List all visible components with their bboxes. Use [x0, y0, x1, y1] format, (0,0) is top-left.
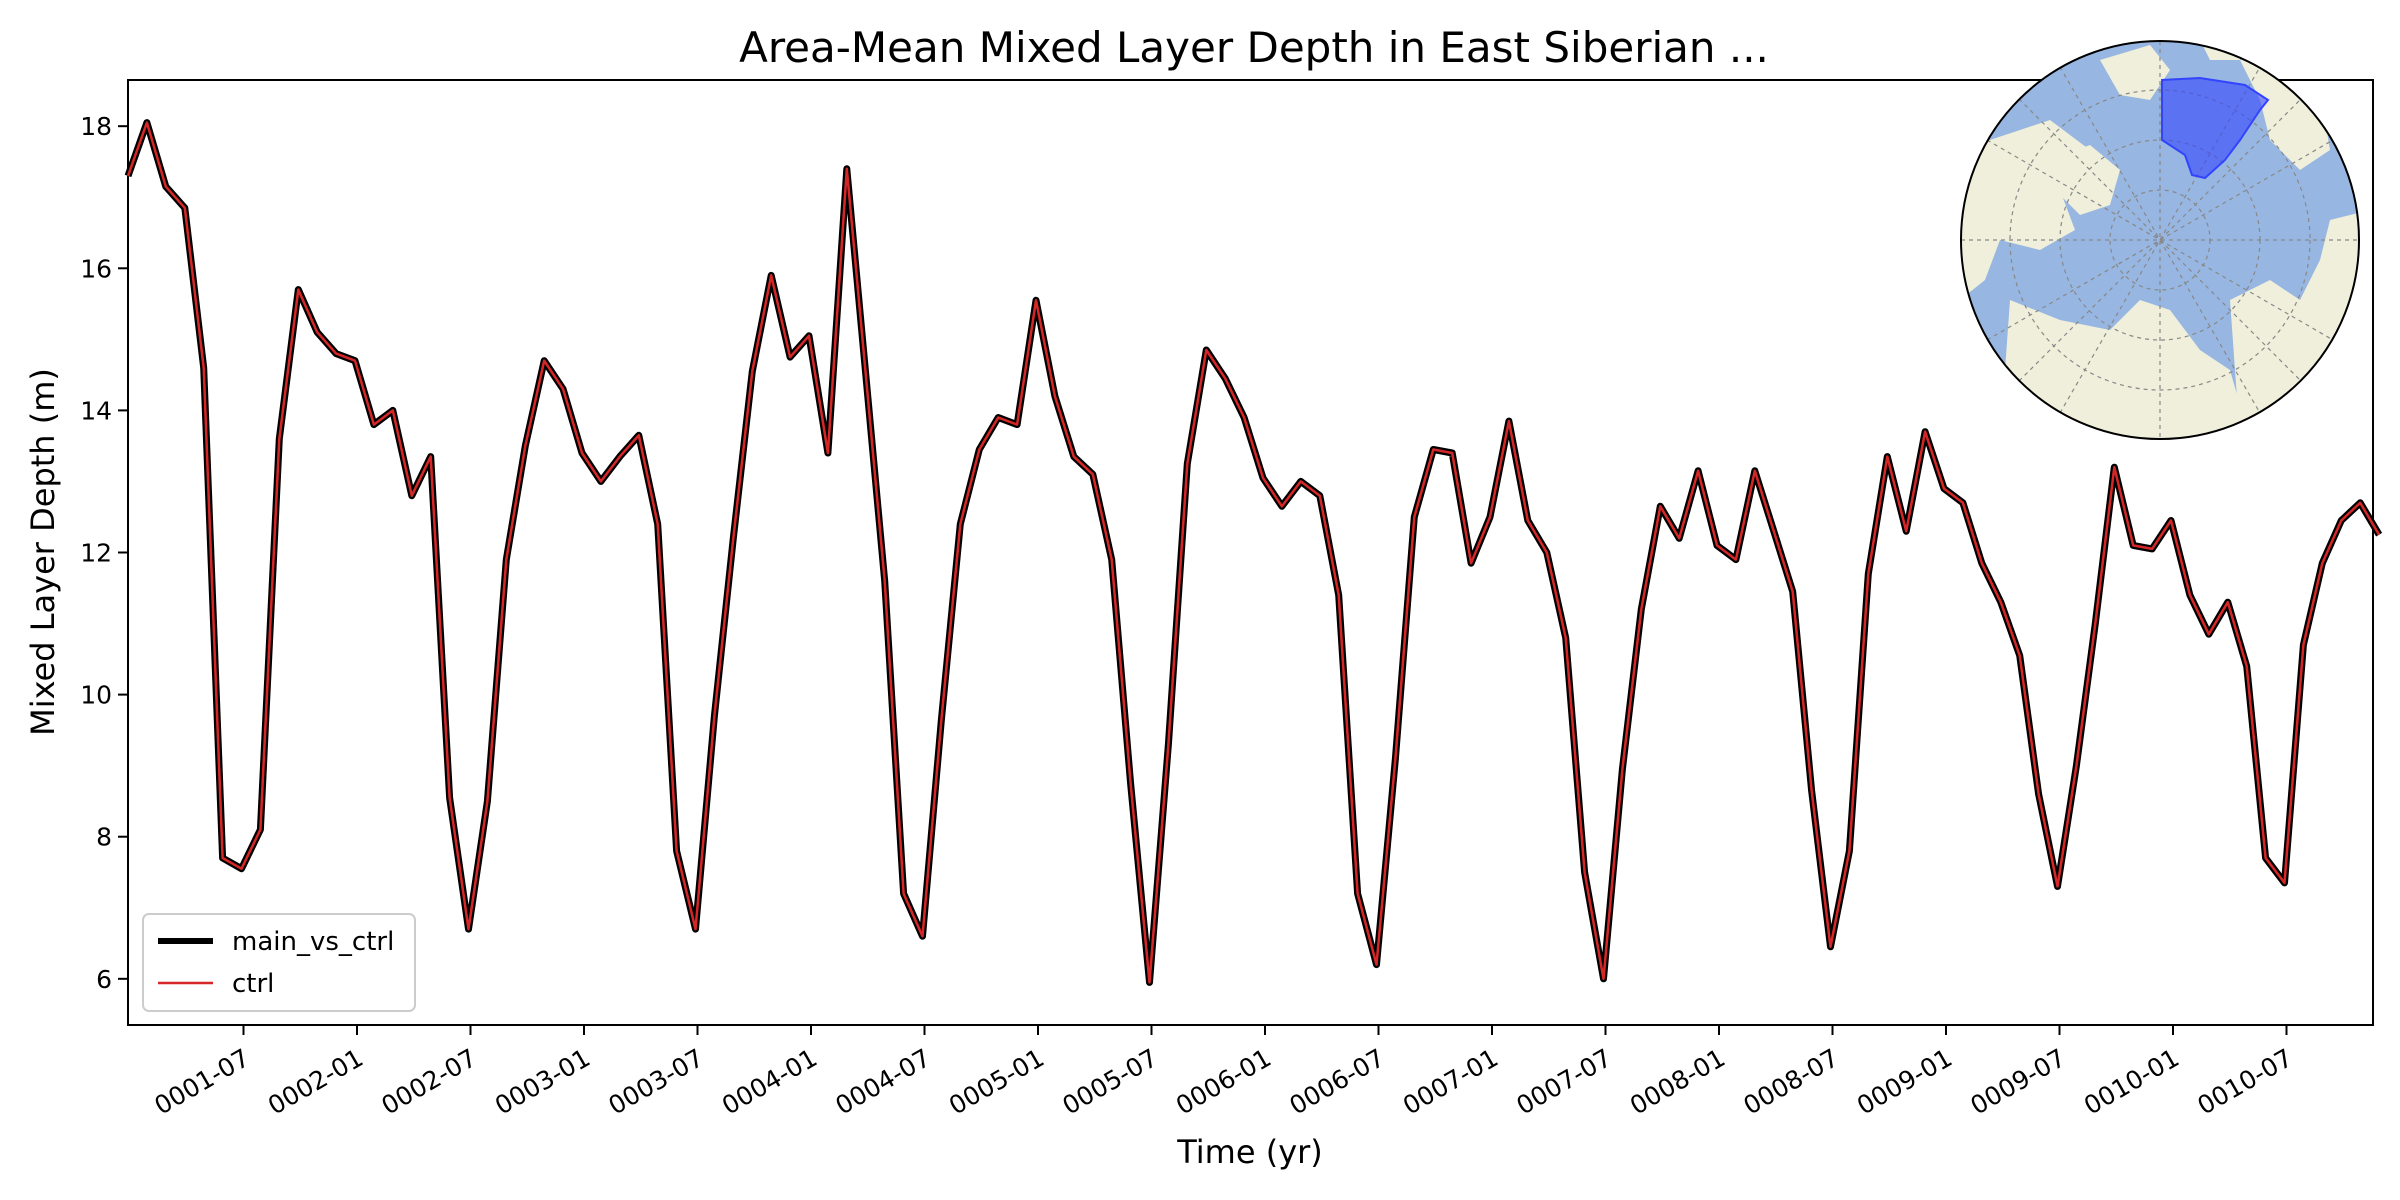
legend-label-ctrl: ctrl	[232, 969, 274, 999]
x-tick-label: 0007-01	[1398, 1043, 1503, 1120]
x-axis-ticks: 0001-07 0002-01 0002-07 0003-01 0003-07 0004-…	[150, 1025, 2298, 1120]
map-gridlines	[1961, 41, 2359, 439]
chart-title: Area-Mean Mixed Layer Depth in East Sibe…	[739, 23, 1769, 72]
y-tick-label: 10	[80, 681, 112, 710]
polar-inset-map	[1960, 40, 2360, 440]
y-tick-label: 8	[96, 823, 112, 852]
x-tick-label: 0006-01	[1171, 1043, 1276, 1120]
x-tick-label: 0003-07	[604, 1043, 709, 1120]
x-tick-label: 0001-07	[150, 1043, 255, 1120]
y-axis-label: Mixed Layer Depth (m)	[24, 368, 62, 736]
y-tick-label: 14	[80, 396, 112, 425]
y-tick-label: 6	[96, 965, 112, 994]
x-tick-label: 0010-07	[2193, 1043, 2298, 1120]
map-border	[1960, 40, 2360, 440]
x-tick-label: 0002-07	[377, 1043, 482, 1120]
y-tick-label: 18	[80, 112, 112, 141]
x-tick-label: 0004-07	[831, 1043, 936, 1120]
x-axis-label: Time (yr)	[1176, 1133, 1323, 1171]
x-tick-label: 0005-07	[1058, 1043, 1163, 1120]
x-tick-label: 0002-01	[263, 1043, 368, 1120]
legend: main_vs_ctrl ctrl	[142, 913, 416, 1012]
x-tick-label: 0010-01	[2079, 1043, 2184, 1120]
x-tick-label: 0004-01	[717, 1043, 822, 1120]
x-tick-label: 0008-07	[1739, 1043, 1844, 1120]
legend-label-main-vs-ctrl: main_vs_ctrl	[232, 927, 394, 957]
x-tick-label: 0005-01	[944, 1043, 1049, 1120]
series-lines	[124, 119, 2383, 986]
x-tick-label: 0007-07	[1512, 1043, 1617, 1120]
series-line-ctrl	[126, 121, 2381, 984]
x-tick-label: 0003-01	[490, 1043, 595, 1120]
y-axis-ticks: 6 8 10 12 14 16 18	[80, 112, 128, 994]
x-tick-label: 0008-01	[1625, 1043, 1730, 1120]
y-tick-label: 16	[80, 254, 112, 283]
x-tick-label: 0006-07	[1285, 1043, 1390, 1120]
x-tick-label: 0009-07	[1966, 1043, 2071, 1120]
y-tick-label: 12	[80, 539, 112, 568]
map-highlighted-region	[2161, 76, 2270, 180]
x-tick-label: 0009-01	[1852, 1043, 1957, 1120]
